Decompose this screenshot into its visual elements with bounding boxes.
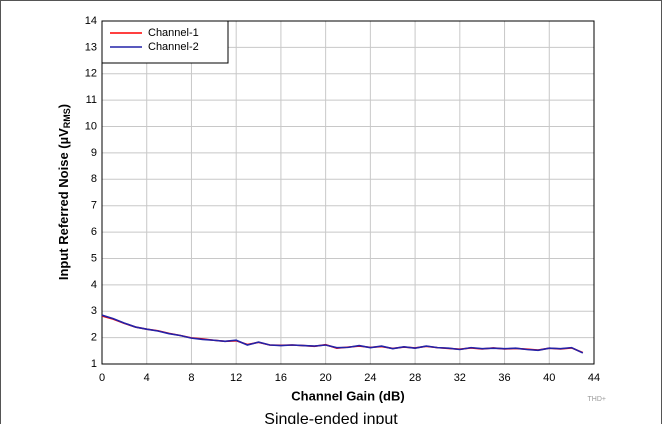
x-tick-label: 44: [588, 372, 600, 384]
y-tick-label: 12: [85, 68, 97, 80]
y-tick-label: 3: [91, 305, 97, 317]
x-tick-label: 20: [320, 372, 332, 384]
plot-area: [101, 20, 595, 365]
y-tick-label: 13: [85, 41, 97, 53]
legend-box: [101, 20, 229, 64]
y-axis-label: Input Referred Noise (µVRMS): [56, 104, 72, 280]
y-tick-label: 6: [91, 226, 97, 238]
y-axis-label-end: ): [56, 104, 71, 108]
x-tick-label: 0: [99, 372, 105, 384]
legend-label: Channel-1: [148, 27, 199, 39]
y-tick-label: 5: [91, 252, 97, 264]
x-tick-label: 8: [188, 372, 194, 384]
x-axis-label: Channel Gain (dB): [291, 388, 404, 403]
caption: Single-ended input: [264, 411, 398, 424]
y-tick-label: 11: [86, 94, 97, 106]
y-axis-label-sub: RMS: [62, 108, 72, 128]
legend-label: Channel-2: [148, 41, 199, 53]
y-tick-label: 4: [91, 279, 97, 291]
x-tick-label: 4: [144, 372, 150, 384]
y-axis-label-main: Input Referred Noise (µV: [56, 128, 71, 280]
plot-border: [101, 20, 595, 365]
x-tick-label: 40: [543, 372, 555, 384]
x-tick-label: 32: [454, 372, 466, 384]
x-tick-label: 28: [409, 372, 421, 384]
x-tick-label: 24: [364, 372, 376, 384]
y-tick-label: 7: [91, 200, 97, 212]
y-tick-label: 8: [91, 173, 97, 185]
y-tick-label: 10: [85, 120, 97, 132]
y-tick-label: 2: [91, 332, 97, 344]
x-tick-label: 16: [275, 372, 287, 384]
y-tick-label: 1: [91, 358, 97, 370]
note: THD+: [588, 396, 606, 403]
series-line: [101, 314, 584, 354]
y-tick-label: 14: [85, 15, 97, 27]
y-tick-label: 9: [91, 147, 97, 159]
x-tick-label: 12: [230, 372, 242, 384]
x-tick-label: 36: [498, 372, 510, 384]
